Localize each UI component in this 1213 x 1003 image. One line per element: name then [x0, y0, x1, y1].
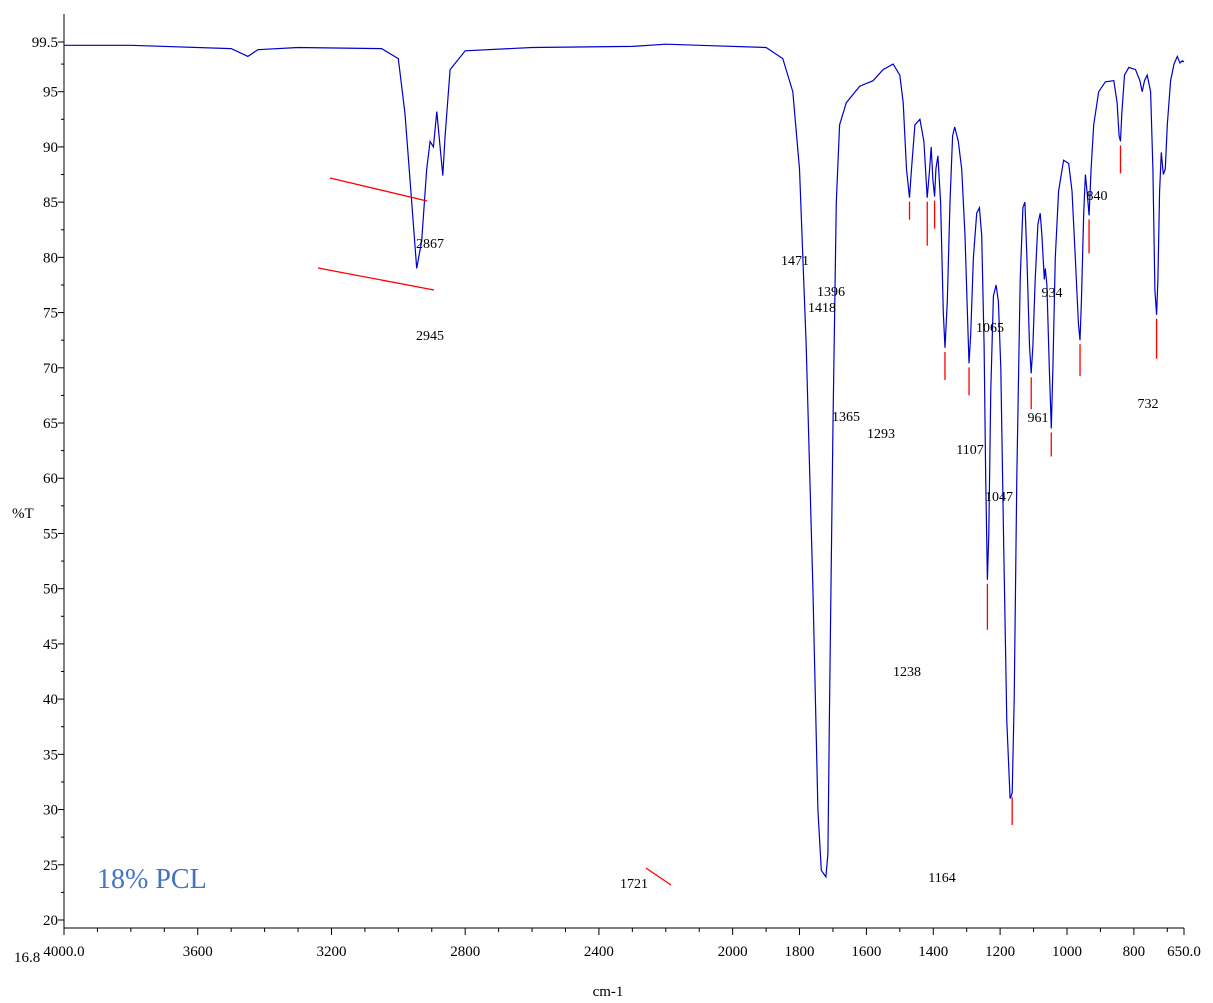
y-tick-label: 80 — [43, 250, 58, 266]
x-tick-label: 800 — [1123, 944, 1146, 960]
peak-label: 1065 — [976, 321, 1004, 336]
peak-label: 1293 — [867, 427, 895, 442]
y-tick-label: 20 — [43, 913, 58, 929]
x-axis-title: cm-1 — [593, 984, 624, 1000]
x-tick-label: 1400 — [918, 944, 948, 960]
x-tick-label: 1800 — [785, 944, 815, 960]
x-tick-label: 1200 — [985, 944, 1015, 960]
peak-label: 1164 — [928, 871, 955, 886]
y-tick-label: 75 — [43, 306, 58, 322]
y-axis-title: %T — [12, 506, 34, 522]
y-tick-label: 50 — [43, 582, 58, 598]
y-axis: 99.5 95 90 85 80 75 70 65 60 55 50 45 40 35 30 25 20 16.8 — [14, 35, 64, 966]
peak-label: 1396 — [817, 285, 845, 300]
peak-marker — [329, 177, 428, 202]
peak-label: 934 — [1042, 286, 1063, 301]
x-tick-label: 1000 — [1052, 944, 1082, 960]
x-tick-label: 4000.0 — [43, 944, 84, 960]
peak-marker — [645, 867, 672, 886]
y-tick-label: 55 — [43, 526, 58, 542]
x-tick-label: 2400 — [584, 944, 614, 960]
peak-label: 1107 — [956, 443, 983, 458]
x-tick-label: 3600 — [183, 944, 213, 960]
y-tick-label: 40 — [43, 692, 58, 708]
spectrum-line — [64, 43, 1185, 879]
y-tick-label: 60 — [43, 471, 58, 487]
x-tick-label: 3200 — [316, 944, 346, 960]
x-tick-label: 2000 — [718, 944, 748, 960]
peak-label: 1238 — [893, 665, 921, 680]
peak-label: 732 — [1138, 397, 1159, 412]
peak-label: 961 — [1028, 411, 1049, 426]
x-tick-label: 1600 — [851, 944, 881, 960]
peak-label: 840 — [1087, 189, 1108, 204]
y-tick-label: 65 — [43, 416, 58, 432]
x-tick-label: 650.0 — [1167, 944, 1201, 960]
x-axis: 4000.0 3600 3200 2800 2400 2000 1800 1600 1400 12… — [43, 928, 1201, 960]
peak-label: 1365 — [832, 410, 860, 425]
y-tick-label: 85 — [43, 195, 58, 211]
y-tick-label: 90 — [43, 140, 58, 156]
y-tick-label: 70 — [43, 361, 58, 377]
peak-label: 1471 — [781, 254, 809, 269]
peak-label: 1721 — [620, 877, 648, 892]
sample-label: 18% PCL — [97, 864, 207, 895]
peak-marker — [317, 267, 435, 291]
y-tick-label: 30 — [43, 803, 58, 819]
y-tick-label: 45 — [43, 637, 58, 653]
peak-label: 2945 — [416, 329, 444, 344]
peak-label: 2867 — [416, 237, 444, 252]
y-tick-label: 99.5 — [32, 35, 58, 51]
y-tick-label: 95 — [43, 85, 58, 101]
y-tick-label: 25 — [43, 858, 58, 874]
y-tick-label: 16.8 — [14, 950, 40, 966]
x-tick-label: 2800 — [450, 944, 480, 960]
plot-frame — [63, 14, 1184, 929]
peak-label: 1047 — [985, 490, 1013, 505]
y-tick-label: 35 — [43, 747, 58, 763]
peak-label: 1418 — [808, 301, 836, 316]
